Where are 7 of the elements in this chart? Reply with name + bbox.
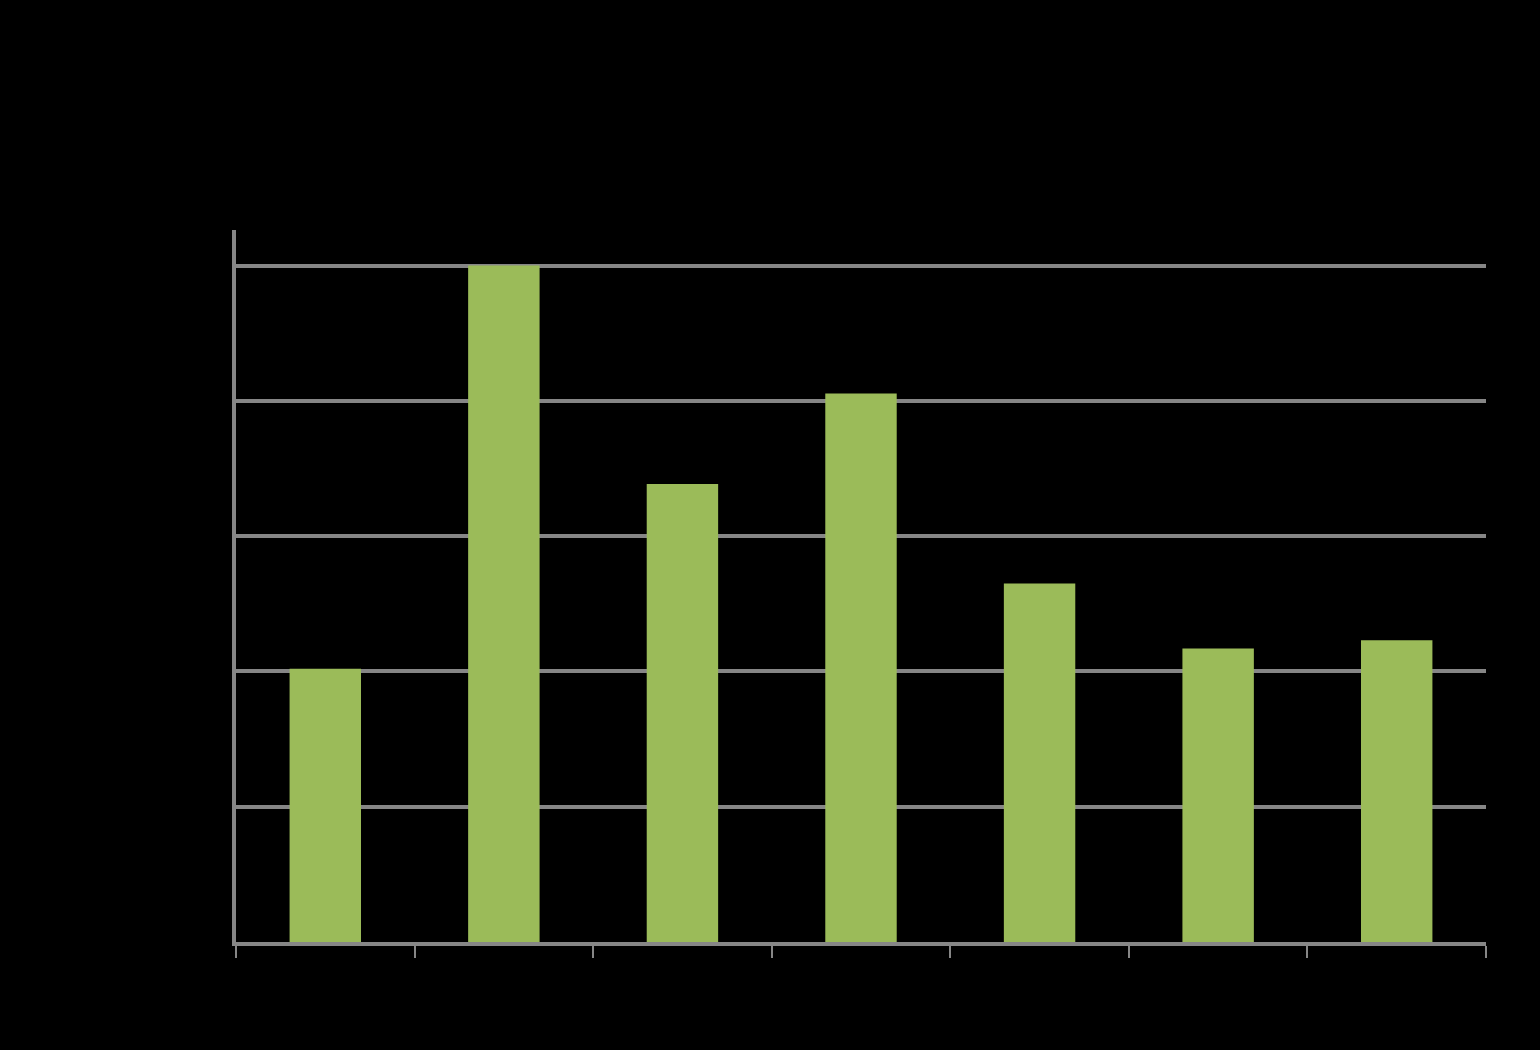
bar xyxy=(1003,583,1076,942)
bar xyxy=(1361,640,1433,942)
bar xyxy=(825,393,897,942)
bar xyxy=(646,484,719,942)
bar xyxy=(289,668,361,942)
bar xyxy=(1182,648,1254,942)
bar xyxy=(468,265,540,942)
